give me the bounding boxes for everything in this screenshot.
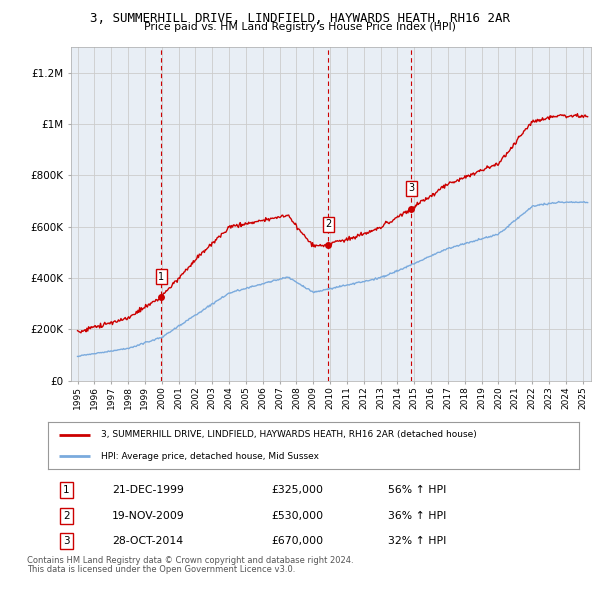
Text: 1: 1 [63, 486, 70, 495]
Text: This data is licensed under the Open Government Licence v3.0.: This data is licensed under the Open Gov… [27, 565, 295, 574]
Text: Contains HM Land Registry data © Crown copyright and database right 2024.: Contains HM Land Registry data © Crown c… [27, 556, 353, 565]
Text: 56% ↑ HPI: 56% ↑ HPI [388, 486, 446, 495]
Text: HPI: Average price, detached house, Mid Sussex: HPI: Average price, detached house, Mid … [101, 452, 319, 461]
Text: 21-DEC-1999: 21-DEC-1999 [112, 486, 184, 495]
Text: 3: 3 [63, 536, 70, 546]
Text: £530,000: £530,000 [271, 510, 323, 520]
Text: 2: 2 [325, 219, 331, 230]
Text: 2: 2 [63, 510, 70, 520]
Text: £325,000: £325,000 [271, 486, 323, 495]
Text: 1: 1 [158, 272, 164, 282]
Text: Price paid vs. HM Land Registry's House Price Index (HPI): Price paid vs. HM Land Registry's House … [144, 22, 456, 32]
Text: 3: 3 [409, 183, 415, 194]
Text: £670,000: £670,000 [271, 536, 323, 546]
Text: 3, SUMMERHILL DRIVE, LINDFIELD, HAYWARDS HEATH, RH16 2AR (detached house): 3, SUMMERHILL DRIVE, LINDFIELD, HAYWARDS… [101, 430, 477, 439]
Text: 28-OCT-2014: 28-OCT-2014 [112, 536, 183, 546]
Text: 19-NOV-2009: 19-NOV-2009 [112, 510, 184, 520]
Text: 36% ↑ HPI: 36% ↑ HPI [388, 510, 446, 520]
Text: 32% ↑ HPI: 32% ↑ HPI [388, 536, 446, 546]
Text: 3, SUMMERHILL DRIVE, LINDFIELD, HAYWARDS HEATH, RH16 2AR: 3, SUMMERHILL DRIVE, LINDFIELD, HAYWARDS… [90, 12, 510, 25]
